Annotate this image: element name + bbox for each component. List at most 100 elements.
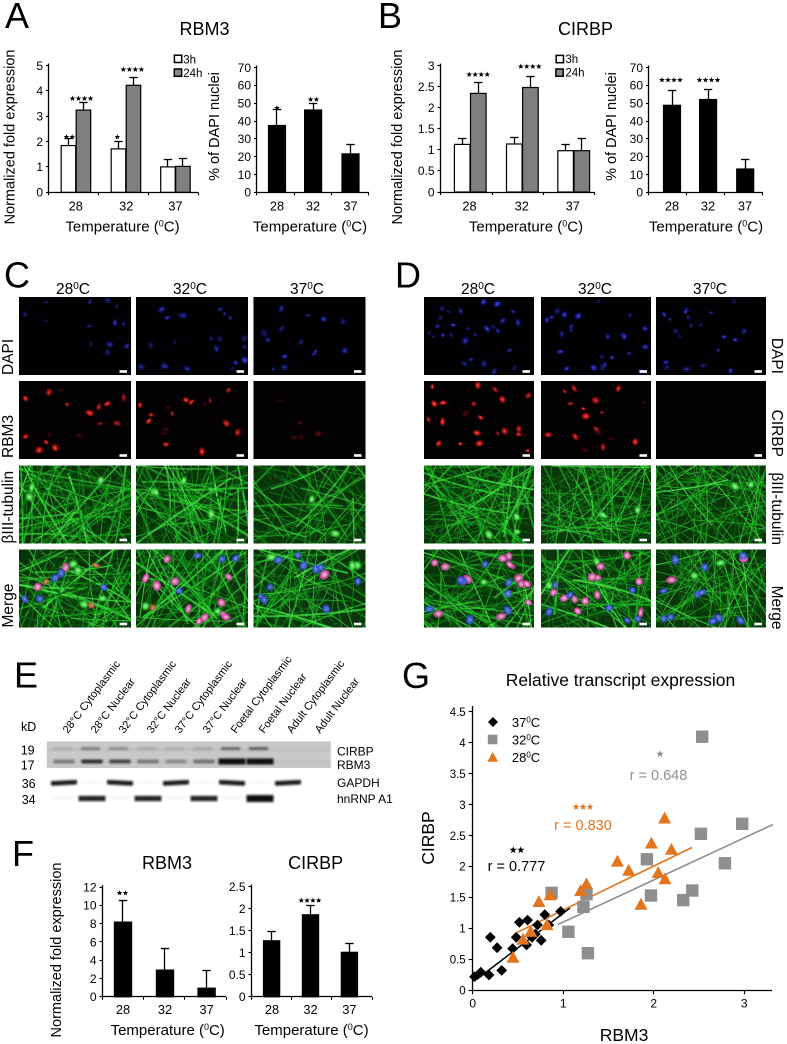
svg-text:2.5: 2.5 bbox=[418, 80, 435, 94]
svg-text:24h: 24h bbox=[565, 67, 584, 79]
svg-text:17: 17 bbox=[21, 759, 35, 773]
svg-text:280C: 280C bbox=[512, 750, 540, 765]
svg-text:320C: 320C bbox=[578, 281, 612, 298]
svg-text:3: 3 bbox=[459, 800, 465, 812]
svg-text:1: 1 bbox=[428, 143, 435, 157]
svg-text:0: 0 bbox=[90, 990, 97, 1004]
svg-text:Normalized fold expression: Normalized fold expression bbox=[390, 50, 406, 225]
svg-text:34: 34 bbox=[22, 793, 36, 807]
svg-text:RBM3: RBM3 bbox=[337, 758, 371, 772]
svg-text:Temperature (0C): Temperature (0C) bbox=[65, 219, 179, 236]
svg-text:10: 10 bbox=[238, 168, 252, 182]
svg-text:8: 8 bbox=[90, 917, 97, 931]
svg-text:30: 30 bbox=[238, 132, 252, 146]
svg-text:DAPI: DAPI bbox=[768, 338, 785, 374]
svg-text:4.5: 4.5 bbox=[450, 707, 466, 719]
svg-text:RBM3: RBM3 bbox=[0, 415, 17, 458]
svg-text:Temperature (0C): Temperature (0C) bbox=[254, 1022, 368, 1039]
svg-text:r = 0.830: r = 0.830 bbox=[554, 818, 612, 834]
svg-text:37: 37 bbox=[343, 199, 357, 214]
svg-text:10: 10 bbox=[83, 899, 97, 913]
svg-text:hnRNP A1: hnRNP A1 bbox=[337, 792, 393, 806]
svg-text:kD: kD bbox=[21, 720, 36, 734]
svg-text:3h: 3h bbox=[183, 55, 196, 67]
svg-text:2: 2 bbox=[428, 101, 435, 115]
svg-text:50: 50 bbox=[238, 97, 252, 111]
svg-text:2: 2 bbox=[650, 996, 657, 1010]
svg-text:F: F bbox=[12, 833, 34, 874]
svg-text:1.5: 1.5 bbox=[450, 893, 466, 905]
svg-text:28: 28 bbox=[270, 199, 284, 214]
svg-text:0: 0 bbox=[36, 186, 43, 200]
svg-text:370C: 370C bbox=[290, 281, 324, 298]
svg-text:32: 32 bbox=[306, 199, 320, 214]
svg-text:3.5: 3.5 bbox=[450, 769, 466, 781]
svg-text:40: 40 bbox=[238, 114, 252, 128]
svg-text:3h: 3h bbox=[565, 54, 578, 66]
svg-text:2: 2 bbox=[459, 862, 465, 874]
svg-text:3: 3 bbox=[36, 110, 43, 124]
svg-text:0: 0 bbox=[244, 186, 251, 200]
svg-text:0: 0 bbox=[239, 990, 246, 1004]
svg-text:20: 20 bbox=[630, 150, 644, 164]
svg-text:B: B bbox=[378, 0, 402, 36]
svg-text:C: C bbox=[4, 255, 30, 296]
svg-text:3: 3 bbox=[741, 996, 748, 1010]
svg-text:Normalized fold expression: Normalized fold expression bbox=[3, 50, 19, 225]
svg-text:30: 30 bbox=[630, 132, 644, 146]
svg-text:32: 32 bbox=[303, 1002, 317, 1017]
svg-text:CIRBP: CIRBP bbox=[418, 811, 438, 864]
svg-text:320C: 320C bbox=[512, 732, 540, 747]
svg-text:2.5: 2.5 bbox=[229, 880, 246, 894]
svg-text:70: 70 bbox=[630, 61, 644, 75]
svg-text:E: E bbox=[14, 654, 38, 695]
svg-text:RBM3: RBM3 bbox=[142, 853, 192, 873]
svg-text:3: 3 bbox=[428, 59, 435, 73]
svg-text:28: 28 bbox=[265, 1002, 279, 1017]
svg-text:19: 19 bbox=[21, 744, 35, 758]
svg-text:% of DAPI nuclei: % of DAPI nuclei bbox=[207, 72, 223, 181]
svg-text:37: 37 bbox=[199, 1002, 213, 1017]
svg-text:DAPI: DAPI bbox=[0, 339, 17, 375]
svg-text:370C: 370C bbox=[512, 715, 540, 730]
svg-text:2.5: 2.5 bbox=[450, 831, 466, 843]
svg-text:Temperature (0C): Temperature (0C) bbox=[253, 219, 367, 236]
svg-text:1.5: 1.5 bbox=[229, 924, 246, 938]
svg-text:0: 0 bbox=[636, 186, 643, 200]
svg-text:32: 32 bbox=[515, 199, 529, 214]
svg-text:280C: 280C bbox=[56, 281, 90, 298]
svg-text:37: 37 bbox=[566, 199, 580, 214]
svg-text:37: 37 bbox=[738, 199, 752, 214]
svg-text:r = 0.648: r = 0.648 bbox=[630, 768, 688, 784]
svg-text:0.5: 0.5 bbox=[229, 968, 246, 982]
svg-text:2: 2 bbox=[90, 972, 97, 986]
svg-text:28: 28 bbox=[116, 1002, 130, 1017]
svg-text:28: 28 bbox=[665, 199, 679, 214]
svg-text:Merge: Merge bbox=[0, 584, 17, 628]
svg-text:2: 2 bbox=[239, 902, 246, 916]
svg-text:370C: 370C bbox=[693, 281, 727, 298]
svg-text:4: 4 bbox=[90, 954, 97, 968]
svg-text:28: 28 bbox=[69, 199, 83, 214]
svg-text:D: D bbox=[395, 255, 421, 296]
svg-text:G: G bbox=[402, 655, 430, 696]
svg-text:Relative transcript expression: Relative transcript expression bbox=[506, 670, 736, 690]
svg-text:12: 12 bbox=[83, 880, 97, 894]
svg-text:GAPDH: GAPDH bbox=[337, 776, 380, 790]
svg-text:0: 0 bbox=[469, 996, 476, 1010]
svg-text:40: 40 bbox=[630, 114, 644, 128]
svg-text:βIII-tubulin: βIII-tubulin bbox=[0, 471, 17, 544]
svg-text:0: 0 bbox=[428, 185, 435, 199]
svg-text:2: 2 bbox=[36, 135, 43, 149]
svg-text:CIRBP: CIRBP bbox=[558, 19, 613, 39]
svg-text:r = 0.777: r = 0.777 bbox=[488, 859, 546, 875]
svg-text:RBM3: RBM3 bbox=[179, 19, 229, 39]
svg-text:Normalized fold expression: Normalized fold expression bbox=[49, 863, 65, 1038]
svg-text:280C: 280C bbox=[461, 281, 495, 298]
svg-text:36: 36 bbox=[22, 777, 36, 791]
svg-text:1: 1 bbox=[459, 924, 465, 936]
svg-text:4: 4 bbox=[36, 84, 43, 98]
svg-text:Temperature (0C): Temperature (0C) bbox=[469, 219, 583, 236]
svg-text:32: 32 bbox=[119, 199, 133, 214]
svg-text:28: 28 bbox=[462, 199, 476, 214]
